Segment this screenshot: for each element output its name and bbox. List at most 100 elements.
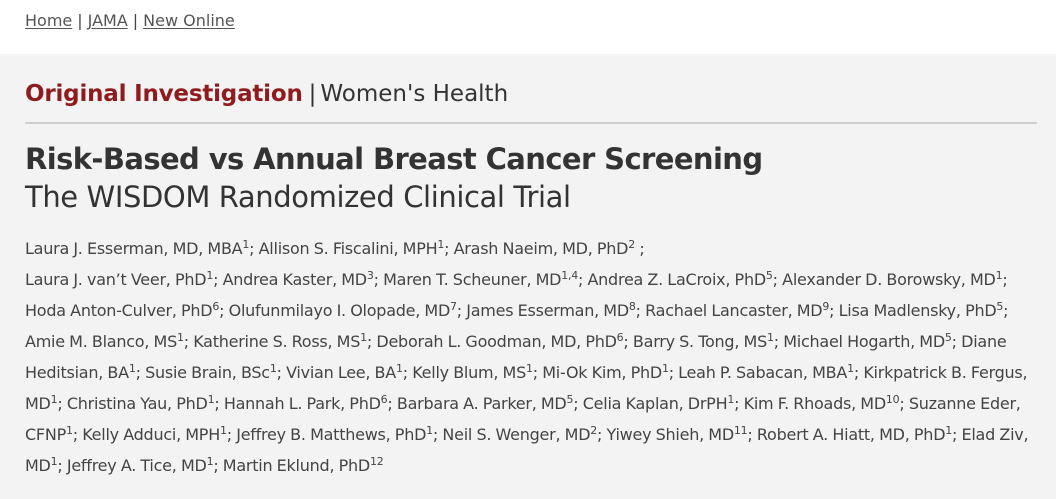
author-name-link[interactable]: Arash Naeim, MD, PhD — [453, 239, 629, 258]
author-affiliation-superscript[interactable]: 12 — [369, 455, 384, 468]
author-item: Kelly Blum, MS1; — [412, 363, 542, 382]
article-type-label[interactable]: Original Investigation — [25, 81, 303, 107]
article-title: Risk-Based vs Annual Breast Cancer Scree… — [25, 142, 763, 176]
author-name-link[interactable]: Diane Heditsian, BA — [25, 332, 1007, 382]
author-separator: ; — [57, 456, 67, 475]
author-name-link[interactable]: Robert A. Hiatt, MD, PhD — [756, 425, 946, 444]
author-name-link[interactable]: Suzanne Eder, CFNP — [25, 394, 1021, 444]
breadcrumb-jama-link[interactable]: JAMA — [87, 11, 128, 30]
author-affiliation-superscript[interactable]: 8 — [628, 300, 636, 313]
author-name-link[interactable]: Susie Brain, BSc — [145, 363, 270, 382]
author-name-link[interactable]: Leah P. Sabacan, MBA — [678, 363, 848, 382]
author-name-link[interactable]: Kelly Blum, MS — [412, 363, 526, 382]
author-name-link[interactable]: Jeffrey B. Matthews, PhD — [236, 425, 427, 444]
breadcrumb-separator: | — [77, 11, 83, 30]
author-affiliation-superscript[interactable]: 5 — [566, 393, 574, 406]
author-name-link[interactable]: Lisa Madlensky, PhD — [838, 301, 997, 320]
category-separator: | — [308, 81, 317, 107]
author-affiliation-superscript[interactable]: 1 — [437, 238, 445, 251]
author-affiliation-superscript[interactable]: 3 — [366, 269, 374, 282]
breadcrumb-home-link[interactable]: Home — [25, 11, 73, 30]
author-name-link[interactable]: Kelly Adduci, MPH — [82, 425, 220, 444]
author-name-link[interactable]: Hannah L. Park, PhD — [223, 394, 381, 413]
author-affiliation-superscript[interactable]: 1 — [50, 455, 58, 468]
author-name-link[interactable]: Maren T. Scheuner, MD — [383, 270, 562, 289]
author-affiliation-superscript[interactable]: 1 — [50, 393, 58, 406]
author-affiliation-superscript[interactable]: 1 — [661, 362, 669, 375]
author-affiliation-superscript[interactable]: 6 — [380, 393, 388, 406]
author-separator: ; — [1002, 270, 1008, 289]
author-name-link[interactable]: Celia Kaplan, DrPH — [582, 394, 728, 413]
author-affiliation-superscript[interactable]: 1 — [269, 362, 277, 375]
author-affiliation-superscript[interactable]: 7 — [450, 300, 457, 313]
article-subject-label[interactable]: Women's Health — [320, 81, 509, 107]
author-affiliation-superscript[interactable]: 1,4 — [561, 269, 578, 282]
author-affiliation-superscript[interactable]: 1 — [426, 424, 433, 437]
author-separator: ; — [635, 301, 646, 320]
author-name-link[interactable]: Deborah L. Goodman, MD, PhD — [376, 332, 617, 351]
author-item: Susie Brain, BSc1; — [145, 363, 286, 382]
author-item: Martin Eklund, PhD12 — [223, 456, 384, 475]
author-affiliation-superscript[interactable]: 9 — [822, 300, 830, 313]
author-affiliation-superscript[interactable]: 6 — [616, 331, 624, 344]
author-item: Alexander D. Borowsky, MD1; — [782, 269, 1008, 289]
breadcrumb-new-online-link[interactable]: New Online — [143, 11, 235, 30]
author-separator: ; — [249, 239, 259, 258]
author-name-link[interactable]: Martin Eklund, PhD — [222, 456, 370, 475]
author-name-link[interactable]: Mi-Ok Kim, PhD — [542, 363, 662, 382]
author-name-link[interactable]: Andrea Z. LaCroix, PhD — [587, 270, 766, 289]
author-affiliation-superscript[interactable]: 1 — [206, 269, 214, 282]
author-affiliation-superscript[interactable]: 1 — [766, 331, 774, 344]
author-affiliation-superscript[interactable]: 1 — [128, 362, 136, 375]
author-affiliation-superscript[interactable]: 1 — [395, 362, 403, 375]
author-name-link[interactable]: Neil S. Wenger, MD — [442, 425, 591, 444]
author-item: Hoda Anton-Culver, PhD6; — [25, 301, 229, 320]
author-name-link[interactable]: Kirkpatrick B. Fergus, MD — [25, 363, 1028, 413]
author-affiliation-superscript[interactable]: 2 — [590, 424, 598, 437]
author-separator: ; — [213, 456, 223, 475]
author-name-link[interactable]: Christina Yau, PhD — [66, 394, 208, 413]
author-affiliation-superscript[interactable]: 1 — [66, 424, 73, 437]
author-name-link[interactable]: Yiwey Shieh, MD — [606, 425, 735, 444]
author-affiliation-superscript[interactable]: 1 — [995, 269, 1003, 282]
author-name-link[interactable]: Amie M. Blanco, MS — [25, 332, 177, 351]
author-name-link[interactable]: Andrea Kaster, MD — [222, 270, 368, 289]
author-affiliation-superscript[interactable]: 1 — [727, 393, 735, 406]
author-affiliation-superscript[interactable]: 5 — [996, 300, 1004, 313]
author-separator: ; — [734, 394, 744, 413]
author-affiliation-superscript[interactable]: 1 — [525, 362, 533, 375]
author-name-link[interactable]: Hoda Anton-Culver, PhD — [25, 301, 213, 320]
author-affiliation-superscript[interactable]: 1 — [242, 238, 250, 251]
author-name-link[interactable]: Barbara A. Parker, MD — [396, 394, 567, 413]
author-affiliation-superscript[interactable]: 11 — [733, 424, 748, 437]
author-affiliation-superscript[interactable]: 1 — [360, 331, 367, 344]
author-name-link[interactable]: Kim F. Rhoads, MD — [743, 394, 887, 413]
author-affiliation-superscript[interactable]: 1 — [219, 424, 227, 437]
author-name-link[interactable]: James Esserman, MD — [466, 301, 629, 320]
author-affiliation-superscript[interactable]: 6 — [212, 300, 220, 313]
author-affiliation-superscript[interactable]: 1 — [207, 393, 215, 406]
author-affiliation-superscript[interactable]: 1 — [945, 424, 953, 437]
author-affiliation-superscript[interactable]: 10 — [885, 393, 900, 406]
author-affiliation-superscript[interactable]: 1 — [847, 362, 854, 375]
author-name-link[interactable]: Michael Hogarth, MD — [783, 332, 945, 351]
author-name-link[interactable]: Alexander D. Borowsky, MD — [782, 270, 996, 289]
author-affiliation-superscript[interactable]: 5 — [944, 331, 952, 344]
author-item: Deborah L. Goodman, MD, PhD6; — [376, 332, 633, 351]
author-name-link[interactable]: Elad Ziv, MD — [25, 425, 1029, 475]
author-affiliation-superscript[interactable]: 1 — [206, 455, 214, 468]
author-affiliation-superscript[interactable]: 5 — [765, 269, 773, 282]
author-name-link[interactable]: Vivian Lee, BA — [286, 363, 396, 382]
author-name-link[interactable]: Rachael Lancaster, MD — [645, 301, 823, 320]
author-affiliation-superscript[interactable]: 1 — [176, 331, 184, 344]
author-name-link[interactable]: Barry S. Tong, MS — [632, 332, 767, 351]
author-name-link[interactable]: Olufunmilayo I. Olopade, MD — [228, 301, 451, 320]
author-name-link[interactable]: Allison S. Fiscalini, MPH — [258, 239, 438, 258]
author-name-link[interactable]: Katherine S. Ross, MS — [193, 332, 361, 351]
author-name-link[interactable]: Laura J. van’t Veer, PhD — [25, 270, 207, 289]
author-item: Elad Ziv, MD1; — [25, 425, 1029, 475]
author-name-link[interactable]: Jeffrey A. Tice, MD — [66, 456, 207, 475]
author-item: Kelly Adduci, MPH1; — [82, 425, 236, 444]
author-name-link[interactable]: Laura J. Esserman, MD, MBA — [25, 239, 243, 258]
author-affiliation-superscript[interactable]: 2 — [628, 238, 635, 251]
